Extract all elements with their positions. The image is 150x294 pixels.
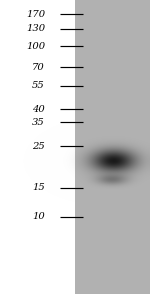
Text: 10: 10 [32, 213, 45, 221]
Text: 170: 170 [26, 10, 45, 19]
Text: 130: 130 [26, 24, 45, 33]
Text: 100: 100 [26, 42, 45, 51]
Text: 40: 40 [32, 105, 45, 114]
Text: 35: 35 [32, 118, 45, 126]
Bar [75, 0, 150, 294]
Text: 70: 70 [32, 63, 45, 71]
Text: 25: 25 [32, 142, 45, 151]
Text: 55: 55 [32, 81, 45, 90]
Text: 15: 15 [32, 183, 45, 192]
Bar [0, 0, 75, 294]
